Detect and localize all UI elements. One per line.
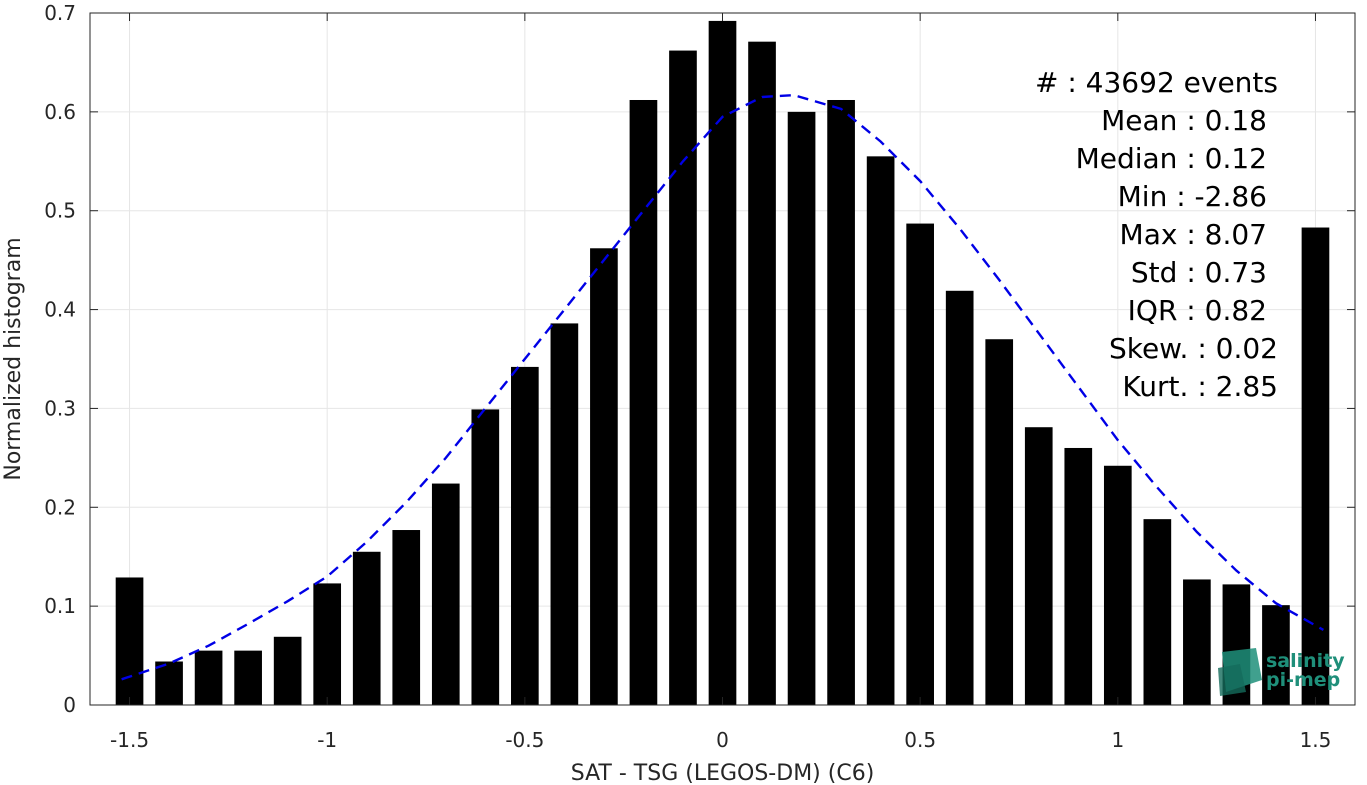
histogram-bar xyxy=(273,636,302,705)
histogram-bar xyxy=(313,583,342,705)
y-axis-title: Normalized histogram xyxy=(1,237,26,480)
logo-cube-face-icon xyxy=(1218,664,1246,696)
histogram-bar xyxy=(1024,427,1053,705)
stat-line: Max : 8.07 xyxy=(1120,218,1267,251)
histogram-bar xyxy=(1064,447,1093,705)
histogram-bar xyxy=(155,661,183,705)
histogram-bar xyxy=(194,650,223,705)
stat-line: IQR : 0.82 xyxy=(1128,294,1267,327)
normal-fit-curve xyxy=(121,93,1324,681)
x-tick-label: -0.5 xyxy=(505,728,544,752)
histogram-bar xyxy=(827,99,855,706)
histogram-bar xyxy=(906,223,934,705)
histogram-bar xyxy=(234,650,262,705)
histogram-bar xyxy=(1143,519,1172,705)
histogram-bar xyxy=(511,366,539,705)
stat-line: Mean : 0.18 xyxy=(1101,104,1267,137)
x-tick-label: 1.5 xyxy=(1300,728,1332,752)
x-tick-label: 1 xyxy=(1111,728,1124,752)
histogram-bar xyxy=(985,339,1014,705)
histogram-bar xyxy=(392,530,421,705)
fit-curve-layer xyxy=(121,93,1324,681)
x-axis-title: SAT - TSG (LEGOS-DM) (C6) xyxy=(571,761,875,785)
y-tick-label: 0.1 xyxy=(44,594,76,618)
y-tick-label: 0.4 xyxy=(44,298,76,322)
stats-box: # : 43692 events Mean : 0.18 Median : 0.12… xyxy=(1035,66,1278,403)
histogram-bar xyxy=(471,409,500,705)
y-tick-label: 0.3 xyxy=(44,396,76,420)
histogram-bar xyxy=(945,290,974,705)
axis-ticks: -1.5 -1 -0.5 0 0.5 1 1.5 0 0.1 0.2 0.3 0.4 0.5 0.6 0.7 xyxy=(44,1,1355,752)
histogram-bar xyxy=(1183,579,1211,705)
histogram-bar xyxy=(1262,605,1290,705)
histogram-bar xyxy=(590,248,618,705)
y-tick-label: 0.7 xyxy=(44,1,76,25)
histogram-bar xyxy=(629,99,658,706)
stat-line: Median : 0.12 xyxy=(1076,142,1267,175)
x-tick-label: 0.5 xyxy=(904,728,936,752)
salinity-pimep-logo: salinity pi-mep xyxy=(1218,648,1345,696)
histogram-bar xyxy=(866,156,895,706)
histogram-bar xyxy=(550,323,579,705)
histogram-bar xyxy=(1103,465,1132,705)
stat-line: # : 43692 events xyxy=(1035,66,1278,99)
stat-line: Std : 0.73 xyxy=(1131,256,1267,289)
histogram-bar xyxy=(352,551,381,705)
stat-line: Skew. : 0.02 xyxy=(1109,332,1278,365)
y-tick-label: 0.6 xyxy=(44,100,76,124)
x-tick-label: 0 xyxy=(716,728,729,752)
histogram-bar xyxy=(748,41,776,705)
histogram-bars xyxy=(115,20,1330,706)
y-tick-label: 0.2 xyxy=(44,495,76,519)
y-tick-label: 0.5 xyxy=(44,199,76,223)
logo-text-line2: pi-mep xyxy=(1266,669,1340,691)
histogram-bar xyxy=(431,483,460,705)
y-tick-label: 0 xyxy=(63,693,76,717)
histogram-bar xyxy=(1301,227,1330,705)
histogram-bar xyxy=(115,577,144,705)
x-tick-label: -1.5 xyxy=(110,728,149,752)
logo-text-line1: salinity xyxy=(1266,650,1345,672)
histogram-bar xyxy=(787,111,816,706)
stat-line: Min : -2.86 xyxy=(1118,180,1267,213)
x-tick-label: -1 xyxy=(317,728,337,752)
stat-line: Kurt. : 2.85 xyxy=(1122,370,1278,403)
histogram-bar xyxy=(708,20,737,706)
